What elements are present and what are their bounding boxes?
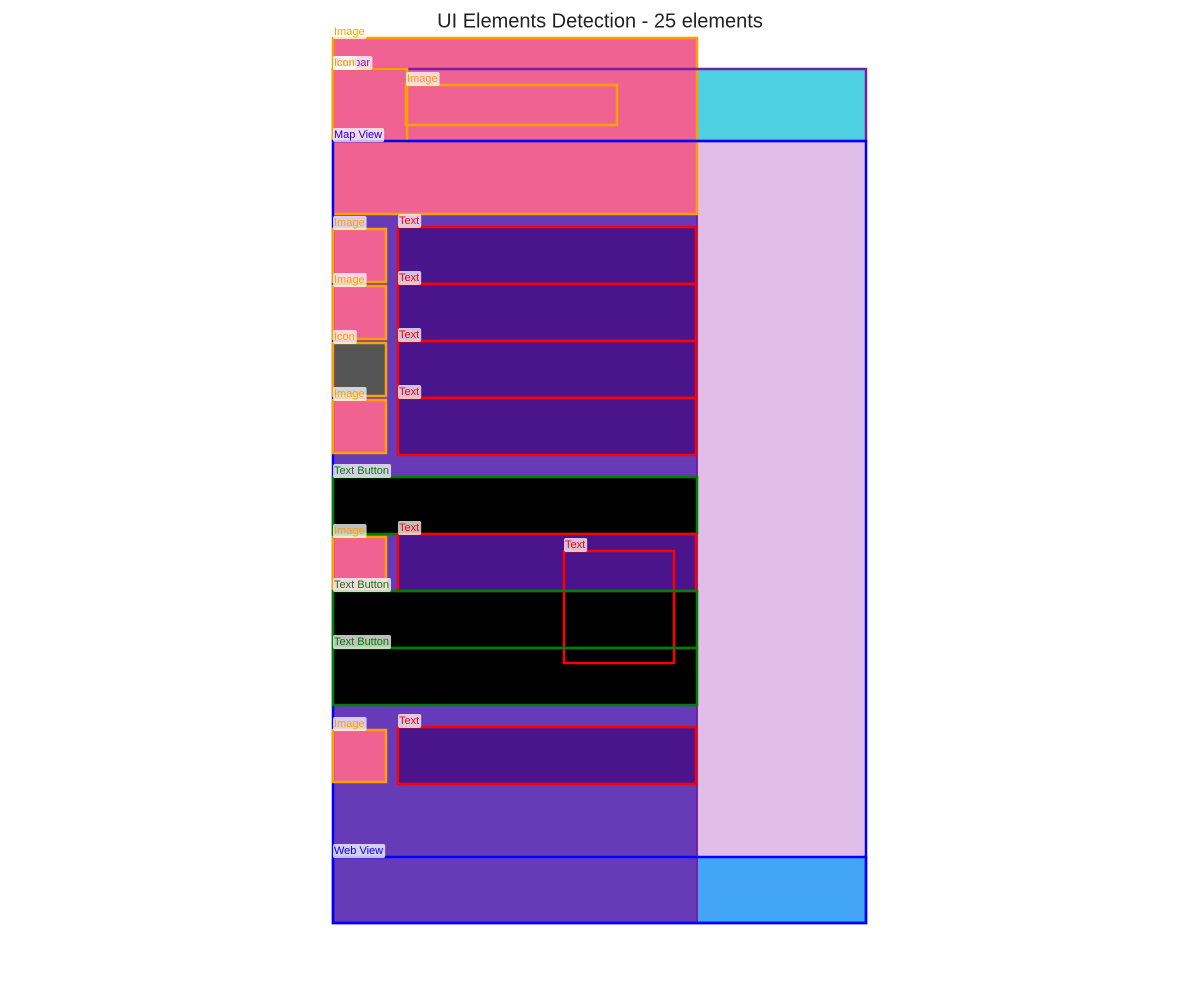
label-background xyxy=(333,330,357,344)
element-label: Image xyxy=(334,217,365,229)
label-background xyxy=(398,328,422,342)
element-box xyxy=(562,549,676,665)
screenshot-background xyxy=(333,38,866,923)
label-background xyxy=(333,844,386,858)
element-box xyxy=(396,396,698,457)
element-label: Image xyxy=(407,73,438,85)
label-background xyxy=(398,385,422,399)
element-label: Icon xyxy=(334,57,355,69)
label-background xyxy=(564,538,588,552)
element-box xyxy=(331,855,868,925)
element-label: Text Button xyxy=(334,465,389,477)
label-background xyxy=(398,271,422,285)
element-label: Image xyxy=(334,26,365,38)
element-label: Image xyxy=(334,718,365,730)
element-label: Image xyxy=(334,274,365,286)
element-label: Icon xyxy=(334,331,355,343)
element-label: Image xyxy=(334,525,365,537)
label-background xyxy=(333,216,367,230)
element-box xyxy=(396,725,698,786)
element-label: Text Button xyxy=(334,579,389,591)
label-background xyxy=(333,717,367,731)
element-label: Text xyxy=(565,539,585,551)
label-background xyxy=(333,578,392,592)
label-background xyxy=(333,464,392,478)
label-background xyxy=(333,524,367,538)
element-box xyxy=(404,83,619,127)
label-background xyxy=(333,128,385,142)
element-box xyxy=(331,646,699,707)
label-background xyxy=(398,214,422,228)
element-label: Text xyxy=(399,215,419,227)
label-background xyxy=(398,714,422,728)
element-label: Text xyxy=(399,386,419,398)
chart-title: UI Elements Detection - 25 elements xyxy=(437,10,763,32)
label-background xyxy=(333,635,392,649)
label-background xyxy=(333,56,357,70)
label-background xyxy=(333,25,367,39)
element-label: Text Button xyxy=(334,636,389,648)
element-label: Map View xyxy=(334,129,382,141)
element-label: Text xyxy=(399,522,419,534)
label-background xyxy=(406,72,440,86)
label-background xyxy=(333,273,367,287)
label-background xyxy=(333,387,367,401)
label-background xyxy=(398,521,422,535)
element-label: Web View xyxy=(334,845,383,857)
element-label: Image xyxy=(334,388,365,400)
element-label: Text xyxy=(399,272,419,284)
element-label: Text xyxy=(399,715,419,727)
element-label: Text xyxy=(399,329,419,341)
